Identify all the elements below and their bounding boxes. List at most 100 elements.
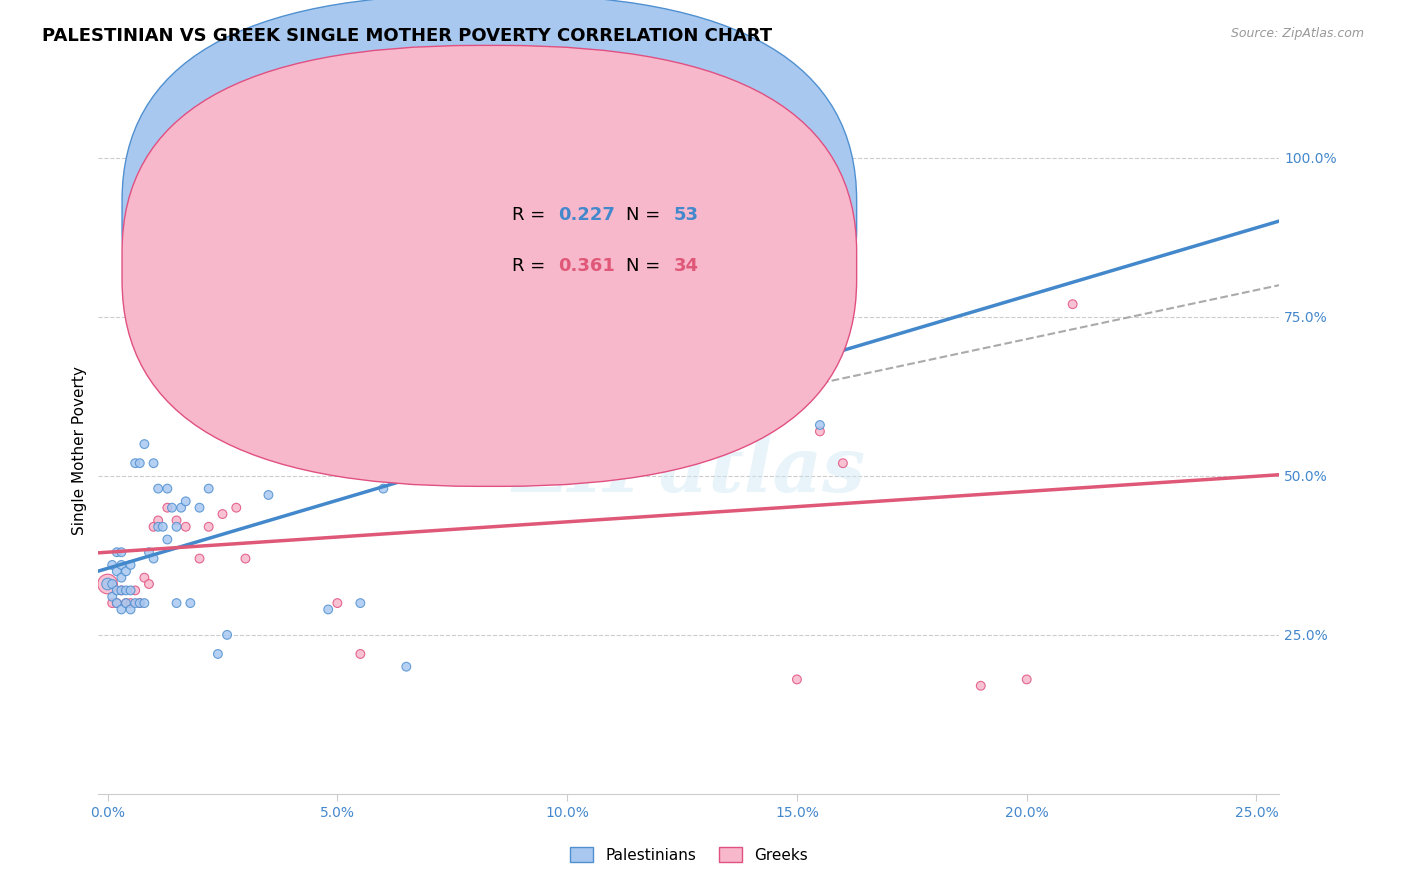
Point	[120, 583, 142, 598]
Point	[115, 596, 138, 610]
Text: N =: N =	[626, 206, 666, 224]
Point	[134, 571, 156, 585]
Point	[217, 628, 239, 642]
Point	[160, 500, 183, 515]
Point	[257, 392, 280, 407]
Point	[101, 577, 124, 591]
Point	[349, 647, 371, 661]
Point	[188, 500, 211, 515]
Text: PALESTINIAN VS GREEK SINGLE MOTHER POVERTY CORRELATION CHART: PALESTINIAN VS GREEK SINGLE MOTHER POVER…	[42, 27, 772, 45]
Point	[115, 596, 138, 610]
FancyBboxPatch shape	[441, 172, 737, 306]
Point	[110, 545, 132, 559]
Point	[555, 443, 578, 458]
FancyBboxPatch shape	[122, 0, 856, 435]
Point	[110, 558, 132, 572]
Point	[105, 545, 128, 559]
Point	[128, 596, 150, 610]
Point	[326, 596, 349, 610]
Point	[166, 596, 188, 610]
Point	[120, 602, 142, 616]
Point	[105, 583, 128, 598]
Point	[115, 583, 138, 598]
Point	[101, 558, 124, 572]
Point	[146, 513, 169, 527]
Text: 0.227: 0.227	[558, 206, 614, 224]
Point	[166, 513, 188, 527]
Point	[134, 596, 156, 610]
Point	[225, 500, 247, 515]
Point	[395, 659, 418, 673]
Point	[110, 583, 132, 598]
Text: 0.361: 0.361	[558, 257, 614, 275]
Point	[142, 456, 165, 470]
Point	[128, 456, 150, 470]
Text: N =: N =	[626, 257, 666, 275]
Point	[128, 596, 150, 610]
Point	[110, 571, 132, 585]
Point	[349, 596, 371, 610]
Point	[110, 583, 132, 598]
Point	[120, 596, 142, 610]
Point	[1015, 673, 1038, 687]
Point	[156, 500, 179, 515]
Point	[142, 551, 165, 566]
Point	[105, 596, 128, 610]
Point	[97, 577, 120, 591]
Point	[179, 596, 201, 610]
Legend: Palestinians, Greeks: Palestinians, Greeks	[564, 840, 814, 869]
Point	[970, 679, 993, 693]
Point	[146, 520, 169, 534]
Point	[373, 291, 395, 305]
Point	[101, 596, 124, 610]
Text: R =: R =	[512, 206, 551, 224]
Point	[115, 564, 138, 578]
Text: ZIPatlas: ZIPatlas	[512, 434, 866, 508]
Point	[124, 456, 146, 470]
Point	[156, 482, 179, 496]
Point	[533, 425, 555, 439]
Point	[124, 583, 146, 598]
Text: 34: 34	[673, 257, 699, 275]
Point	[174, 494, 197, 508]
Point	[138, 545, 160, 559]
Point	[134, 437, 156, 451]
Point	[786, 214, 808, 228]
Point	[97, 577, 120, 591]
Point	[105, 564, 128, 578]
Text: 53: 53	[673, 206, 699, 224]
Point	[197, 482, 219, 496]
Point	[235, 425, 257, 439]
Point	[110, 602, 132, 616]
Point	[316, 602, 339, 616]
Point	[648, 437, 671, 451]
Point	[188, 551, 211, 566]
Point	[174, 520, 197, 534]
Point	[142, 520, 165, 534]
Point	[418, 392, 440, 407]
Point	[152, 520, 174, 534]
Point	[124, 596, 146, 610]
Point	[156, 533, 179, 547]
Text: R =: R =	[512, 257, 551, 275]
Point	[138, 577, 160, 591]
Y-axis label: Single Mother Poverty: Single Mother Poverty	[72, 366, 87, 535]
Point	[207, 647, 229, 661]
Point	[257, 488, 280, 502]
Point	[808, 417, 831, 432]
Point	[146, 482, 169, 496]
Point	[120, 558, 142, 572]
Point	[235, 551, 257, 566]
Point	[197, 520, 219, 534]
Point	[693, 443, 716, 458]
FancyBboxPatch shape	[122, 45, 856, 486]
Point	[225, 392, 247, 407]
Text: Source: ZipAtlas.com: Source: ZipAtlas.com	[1230, 27, 1364, 40]
Point	[211, 507, 233, 521]
Point	[170, 500, 193, 515]
Point	[166, 520, 188, 534]
Point	[808, 425, 831, 439]
Point	[1062, 297, 1084, 311]
Point	[105, 596, 128, 610]
Point	[786, 673, 808, 687]
